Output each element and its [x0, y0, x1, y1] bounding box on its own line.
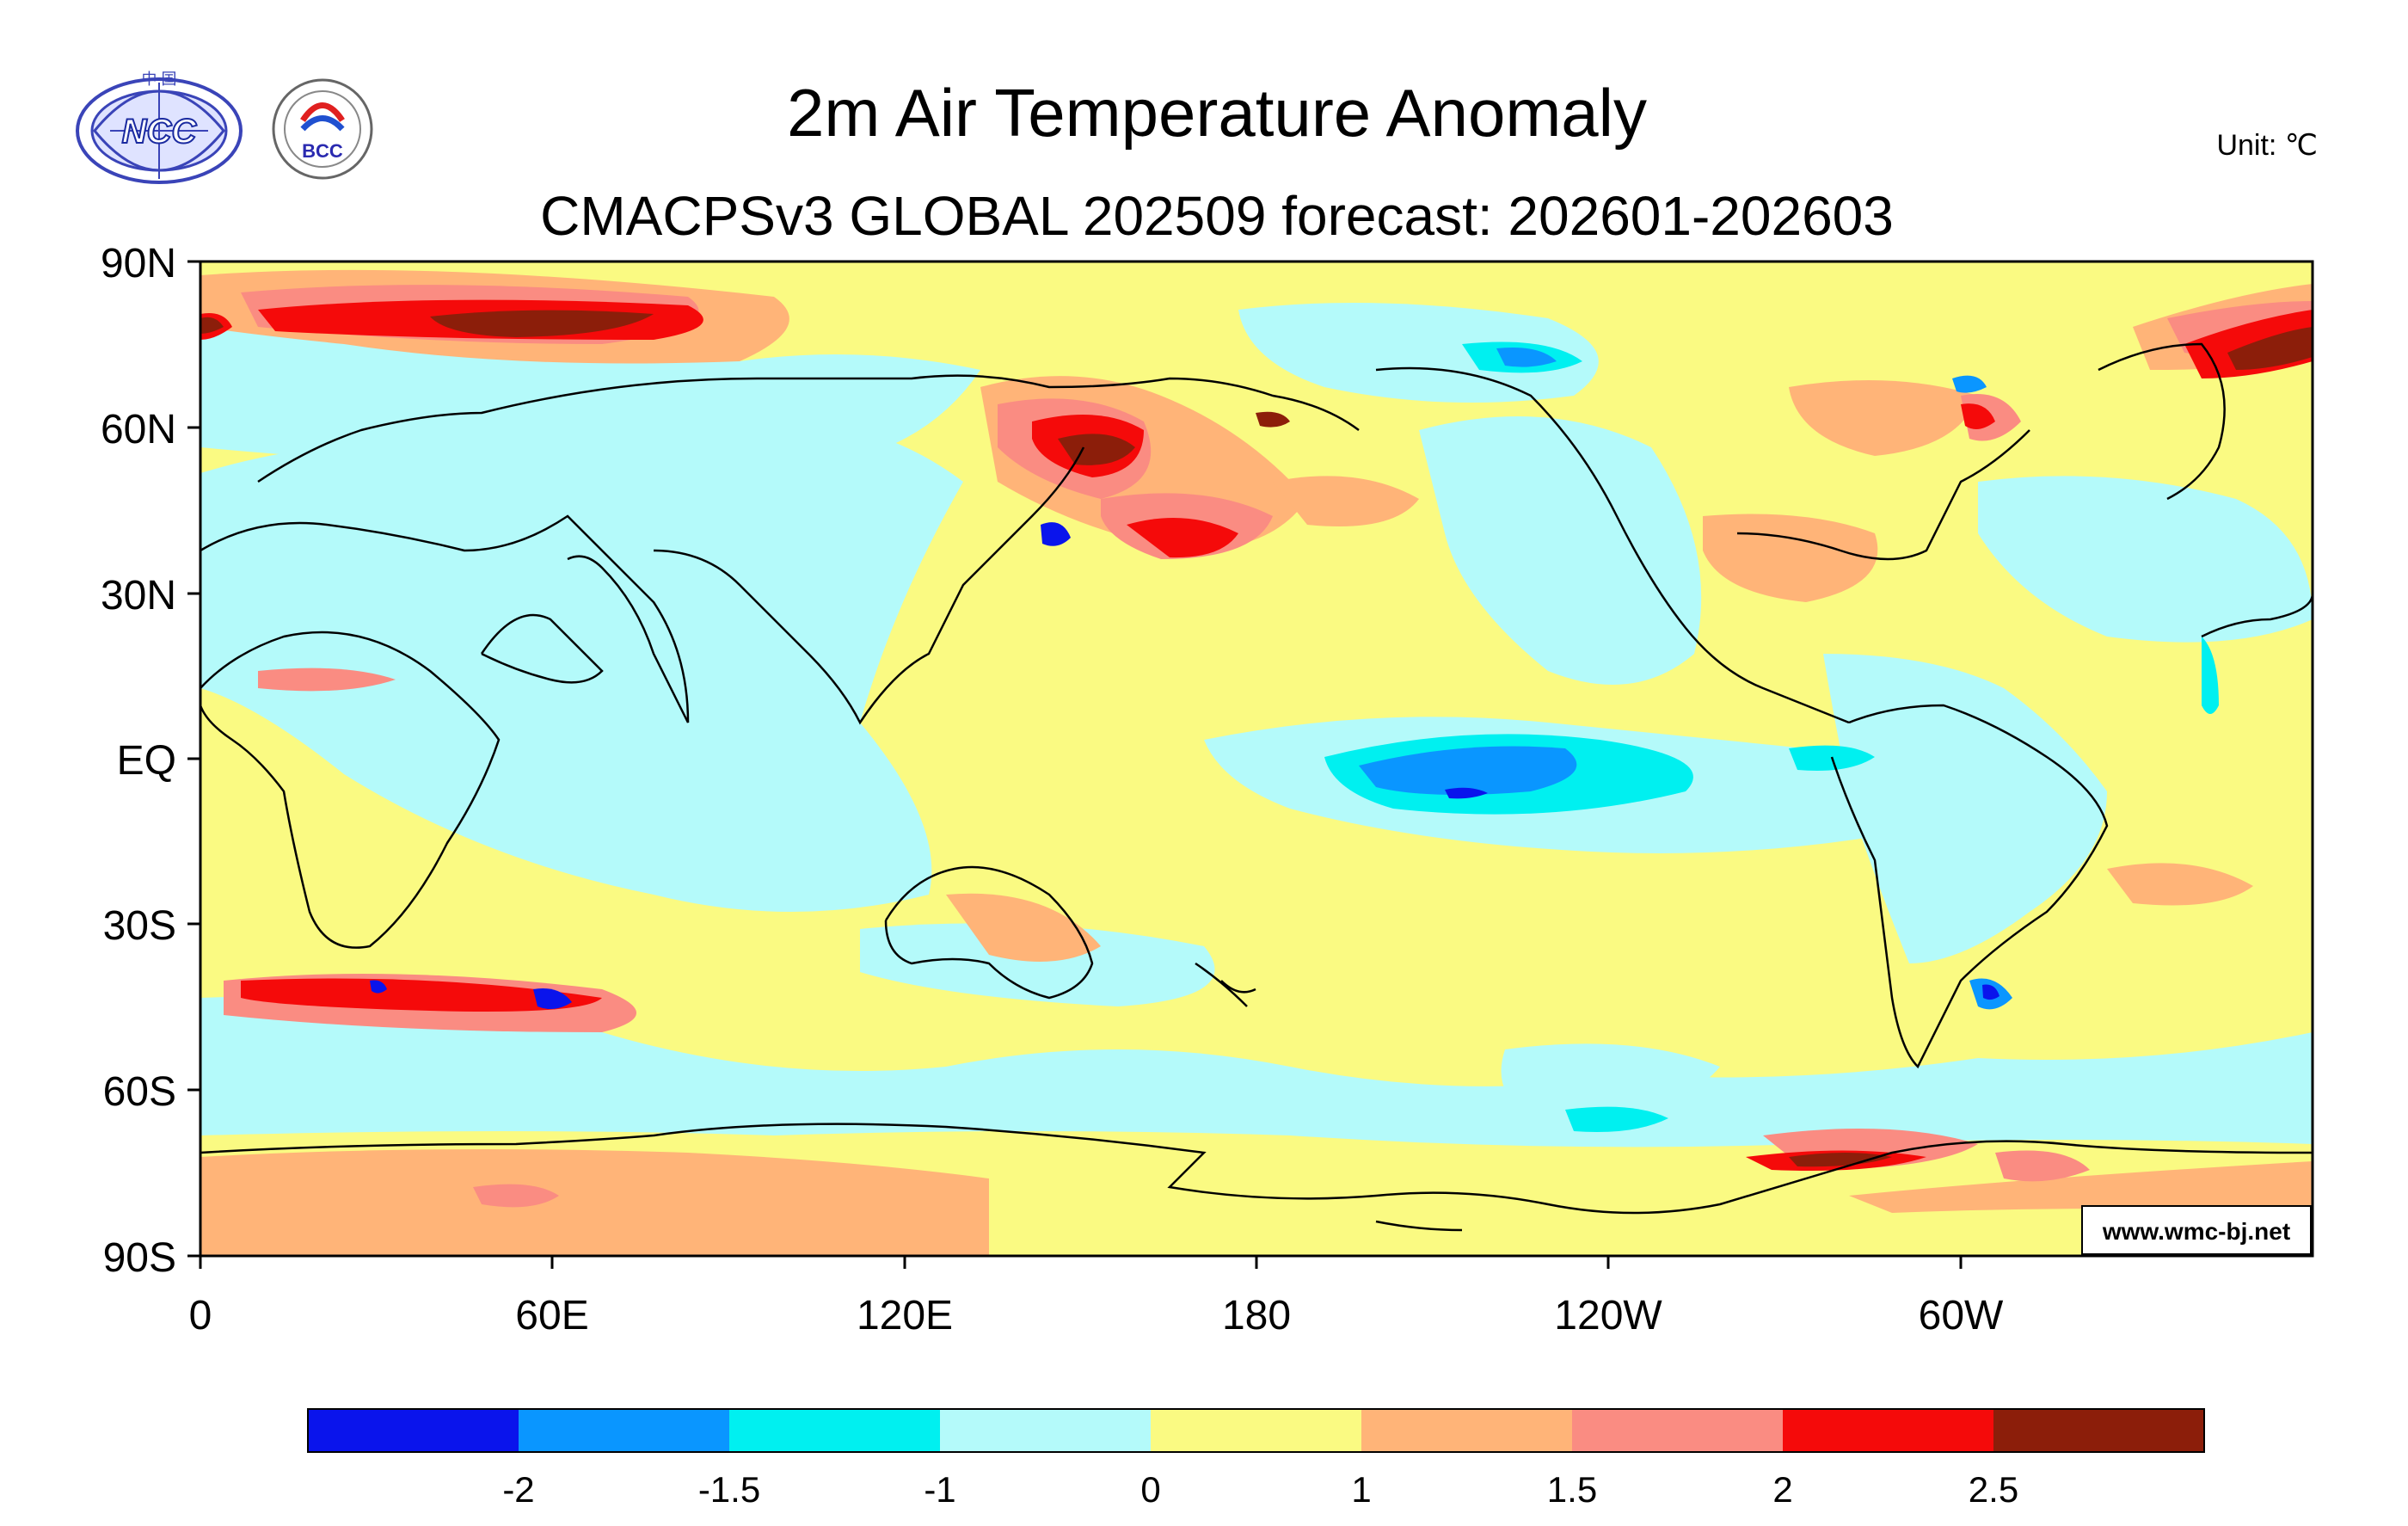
lat-label: 90S — [103, 1235, 176, 1281]
legend-label: 2.5 — [1969, 1469, 2018, 1510]
lon-label: 60E — [515, 1293, 588, 1338]
watermark: www.wmc-bj.net — [2081, 1205, 2312, 1255]
color-legend: -2 -1.5 -1 0 1 1.5 2 2.5 — [307, 1408, 2205, 1510]
negative-anomaly-regions — [200, 284, 2313, 1148]
map-subtitle: CMACPSv3 GLOBAL 202509 forecast: 202601-… — [540, 185, 1894, 247]
legend-label: 1 — [1351, 1469, 1371, 1510]
lon-label: 180 — [1222, 1293, 1291, 1338]
legend-swatch — [1361, 1409, 1572, 1452]
legend-swatch — [1572, 1409, 1783, 1452]
lat-label: 60N — [101, 407, 176, 452]
legend-frame — [307, 1408, 2205, 1453]
legend-swatch — [519, 1409, 729, 1452]
lat-label: 60S — [103, 1069, 176, 1115]
coastlines — [200, 342, 2313, 1232]
lon-label: 0 — [189, 1293, 212, 1338]
map-title: 2m Air Temperature Anomaly — [787, 75, 1647, 151]
strong-cold-regions — [1359, 348, 2012, 1010]
legend-label: 0 — [1140, 1469, 1160, 1510]
ncc-logo-text: NCC — [122, 113, 198, 151]
unit-label: Unit: ℃ — [2216, 129, 2318, 162]
lat-labels: 90N 60N 30N EQ 30S 60S 90S — [101, 241, 176, 1281]
ncc-logo: NCC 中 国 — [76, 71, 243, 184]
legend-label: 1.5 — [1547, 1469, 1597, 1510]
extreme-cold-regions — [370, 522, 2000, 1010]
lon-labels: 0 60E 120E 180 120W 60W — [189, 1293, 2004, 1338]
extreme-warm-regions — [200, 310, 2313, 1167]
bcc-logo: BCC — [272, 78, 373, 180]
lon-label: 120W — [1554, 1293, 1662, 1338]
watermark-text: www.wmc-bj.net — [2102, 1218, 2290, 1245]
legend-label: -1 — [924, 1469, 955, 1510]
legend-swatch — [940, 1409, 1151, 1452]
legend-label: 2 — [1772, 1469, 1792, 1510]
axis-ticks — [187, 260, 1963, 1269]
lat-label: 30N — [101, 573, 176, 618]
legend-swatch — [1783, 1409, 1993, 1452]
legend-swatch — [729, 1409, 940, 1452]
legend-swatch — [1151, 1409, 1361, 1452]
legend-label: -2 — [502, 1469, 534, 1510]
lon-label: 120E — [857, 1293, 953, 1338]
lat-label: 90N — [101, 241, 176, 286]
legend-swatch — [308, 1409, 519, 1452]
lat-label: EQ — [117, 738, 176, 784]
anomaly-map — [200, 262, 2313, 1256]
legend-swatch — [1993, 1409, 2204, 1452]
ncc-logo-caption: 中 国 — [141, 71, 176, 88]
bcc-logo-text: BCC — [302, 140, 343, 162]
legend-label: -1.5 — [698, 1469, 760, 1510]
lon-label: 60W — [1919, 1293, 2004, 1338]
lat-label: 30S — [103, 903, 176, 949]
